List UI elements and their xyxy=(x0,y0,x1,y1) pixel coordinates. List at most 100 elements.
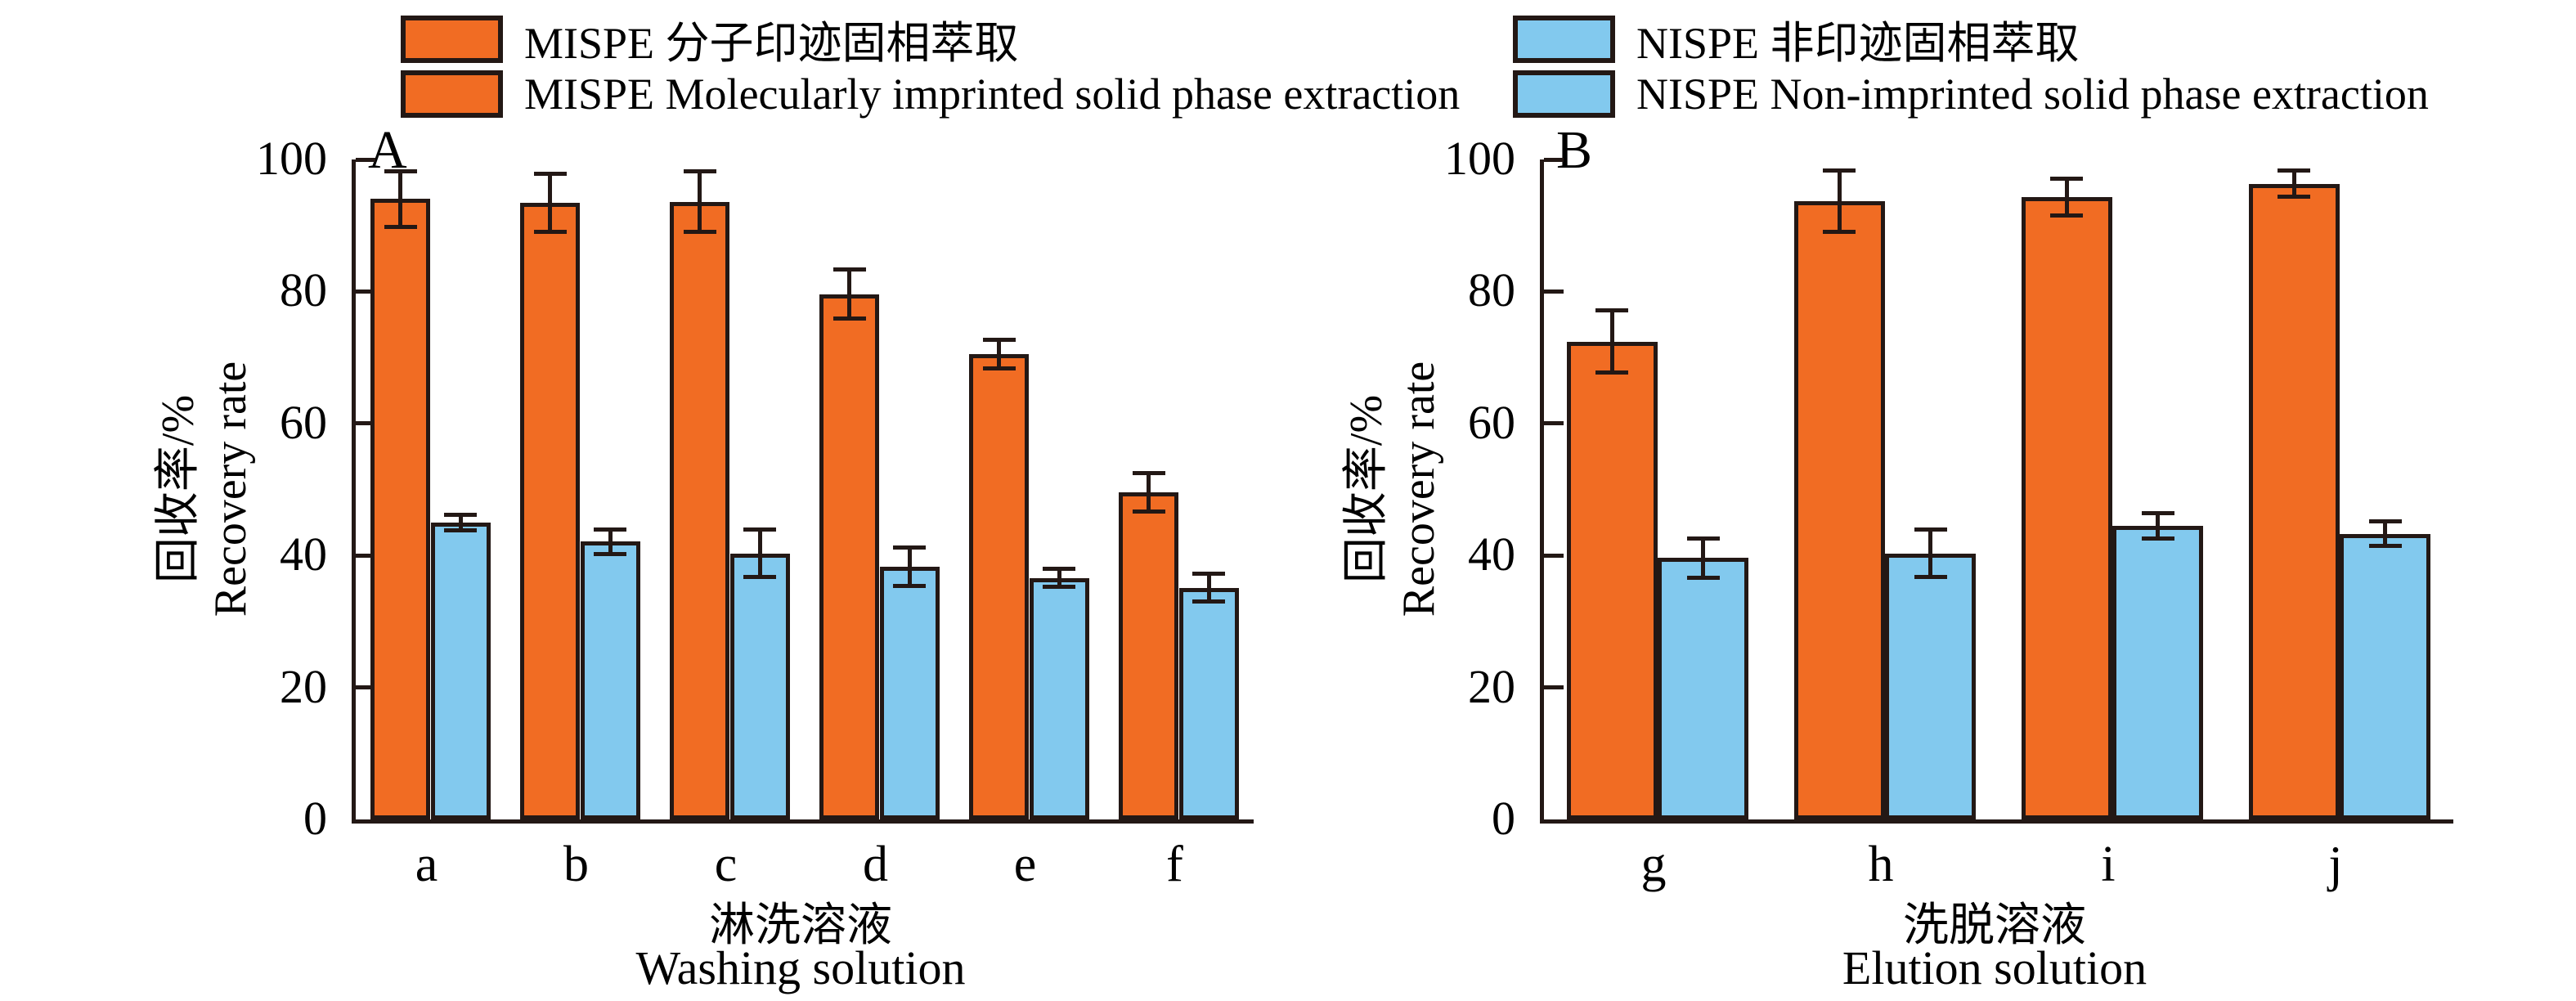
error-bar-cap-bottom xyxy=(893,583,927,588)
error-bar-cap-top xyxy=(444,512,478,517)
mispe-bar xyxy=(370,199,431,819)
y-axis-tick-label: 80 xyxy=(280,263,327,317)
nispe-error-bar xyxy=(1192,572,1226,604)
x-category-label: f xyxy=(1166,837,1183,892)
error-bar-line xyxy=(1206,572,1211,604)
error-bar-line xyxy=(847,267,852,321)
error-bar-cap-bottom xyxy=(1192,599,1226,604)
error-bar-cap-bottom xyxy=(832,316,866,321)
error-bar-cap-bottom xyxy=(2368,544,2402,549)
mispe-bar xyxy=(1566,341,1658,819)
error-bar-cap-top xyxy=(1132,470,1165,475)
mispe-bar xyxy=(2248,183,2340,819)
nispe-bar xyxy=(1885,553,1977,819)
error-bar-cap-top xyxy=(1686,536,1720,541)
panel-letter-b: B xyxy=(1556,120,1593,180)
error-bar-cap-top xyxy=(683,169,716,174)
error-bar-cap-top xyxy=(893,545,927,550)
mispe-bar xyxy=(520,203,581,819)
error-bar-cap-bottom xyxy=(1595,370,1629,375)
error-bar-cap-top xyxy=(384,169,417,174)
error-bar-cap-bottom xyxy=(982,366,1016,371)
mispe-bar xyxy=(819,294,880,819)
error-bar-line xyxy=(548,172,553,235)
nispe-error-bar xyxy=(1914,527,1947,580)
y-axis-tick xyxy=(1544,289,1564,294)
error-bar-cap-bottom xyxy=(683,230,716,235)
error-bar-cap-bottom xyxy=(444,527,478,532)
error-bar-cap-top xyxy=(1043,566,1076,571)
nispe-bar xyxy=(1029,577,1089,819)
error-bar-cap-top xyxy=(1192,572,1226,577)
y-axis-tick-label: 60 xyxy=(280,395,327,449)
error-bar-cap-bottom xyxy=(1132,509,1165,514)
nispe-error-bar xyxy=(2141,511,2174,541)
x-category-label: c xyxy=(714,837,738,892)
legend-label: NISPE Non-imprinted solid phase extracti… xyxy=(1636,70,2429,119)
x-axis-title-en-a: Washing solution xyxy=(635,941,966,994)
y-axis-tick-label: 80 xyxy=(1468,263,1515,317)
y-axis-tick-label: 40 xyxy=(1468,527,1515,581)
y-axis-tick-label: 20 xyxy=(1468,659,1515,713)
legend-label: NISPE 非印迹固相萃取 xyxy=(1636,19,2080,68)
x-axis-title-zh-a: 淋洗溶液 xyxy=(709,900,892,951)
nispe-error-bar xyxy=(594,527,627,557)
mispe-bar xyxy=(969,354,1030,819)
error-bar-cap-top xyxy=(2278,168,2311,173)
error-bar-line xyxy=(398,169,403,229)
x-axis-title-zh-b: 洗脱溶液 xyxy=(1903,900,2086,951)
nispe-bar xyxy=(430,522,491,819)
error-bar-line xyxy=(1057,566,1061,590)
mispe-error-bar xyxy=(683,169,716,235)
error-bar-cap-top xyxy=(832,267,866,272)
legend-label: MISPE Molecularly imprinted solid phase … xyxy=(524,70,1461,119)
nispe-swatch xyxy=(1513,15,1615,63)
nispe-bar xyxy=(879,566,940,819)
nispe-bar xyxy=(1178,587,1239,819)
y-axis-tick xyxy=(356,157,375,162)
x-category-label: e xyxy=(1013,837,1037,892)
error-bar-line xyxy=(907,545,912,588)
error-bar-cap-bottom xyxy=(1043,585,1076,590)
mispe-error-bar xyxy=(2050,177,2084,218)
y-axis-tick xyxy=(1544,553,1564,558)
error-bar-cap-top xyxy=(2050,177,2084,181)
error-bar-cap-top xyxy=(533,172,567,177)
error-bar-cap-top xyxy=(1823,168,1856,173)
y-axis-tick xyxy=(1544,421,1564,426)
plot-area-washing xyxy=(352,157,1254,824)
mispe-bar xyxy=(670,201,730,819)
error-bar-cap-bottom xyxy=(1823,230,1856,235)
x-category-label: i xyxy=(2101,837,2116,892)
error-bar-cap-bottom xyxy=(384,224,417,229)
error-bar-cap-top xyxy=(1914,527,1947,532)
error-bar-cap-bottom xyxy=(743,575,777,580)
y-axis-tick-label: 100 xyxy=(256,132,327,186)
error-bar-cap-bottom xyxy=(2050,213,2084,218)
nispe-swatch xyxy=(1513,70,1615,118)
error-bar-line xyxy=(757,527,762,580)
mispe-swatch xyxy=(401,70,503,118)
error-bar-cap-top xyxy=(1595,308,1629,313)
x-axis-title-en-b: Elution solution xyxy=(1842,941,2147,994)
nispe-bar xyxy=(729,553,790,819)
legend-item-nispe-zh: NISPE 非印迹固相萃取 xyxy=(1513,7,2080,71)
mispe-error-bar xyxy=(832,267,866,321)
mispe-error-bar xyxy=(533,172,567,235)
x-category-label: a xyxy=(415,837,438,892)
legend-item-mispe-en: MISPE Molecularly imprinted solid phase … xyxy=(401,69,1460,119)
legend-label: MISPE 分子印迹固相萃取 xyxy=(524,19,1019,68)
mispe-bar xyxy=(1793,200,1885,819)
nispe-bar xyxy=(580,541,640,819)
plot-area-elution xyxy=(1540,157,2453,824)
nispe-bar xyxy=(2340,533,2431,819)
error-bar-line xyxy=(1147,470,1151,514)
y-axis-tick-label: 60 xyxy=(1468,395,1515,449)
mispe-swatch xyxy=(401,15,503,63)
error-bar-line xyxy=(2064,177,2069,218)
nispe-bar xyxy=(2112,525,2204,819)
y-axis-tick xyxy=(1544,157,1564,162)
nispe-error-bar xyxy=(743,527,777,580)
error-bar-line xyxy=(458,512,463,532)
error-bar-cap-top xyxy=(594,527,627,532)
